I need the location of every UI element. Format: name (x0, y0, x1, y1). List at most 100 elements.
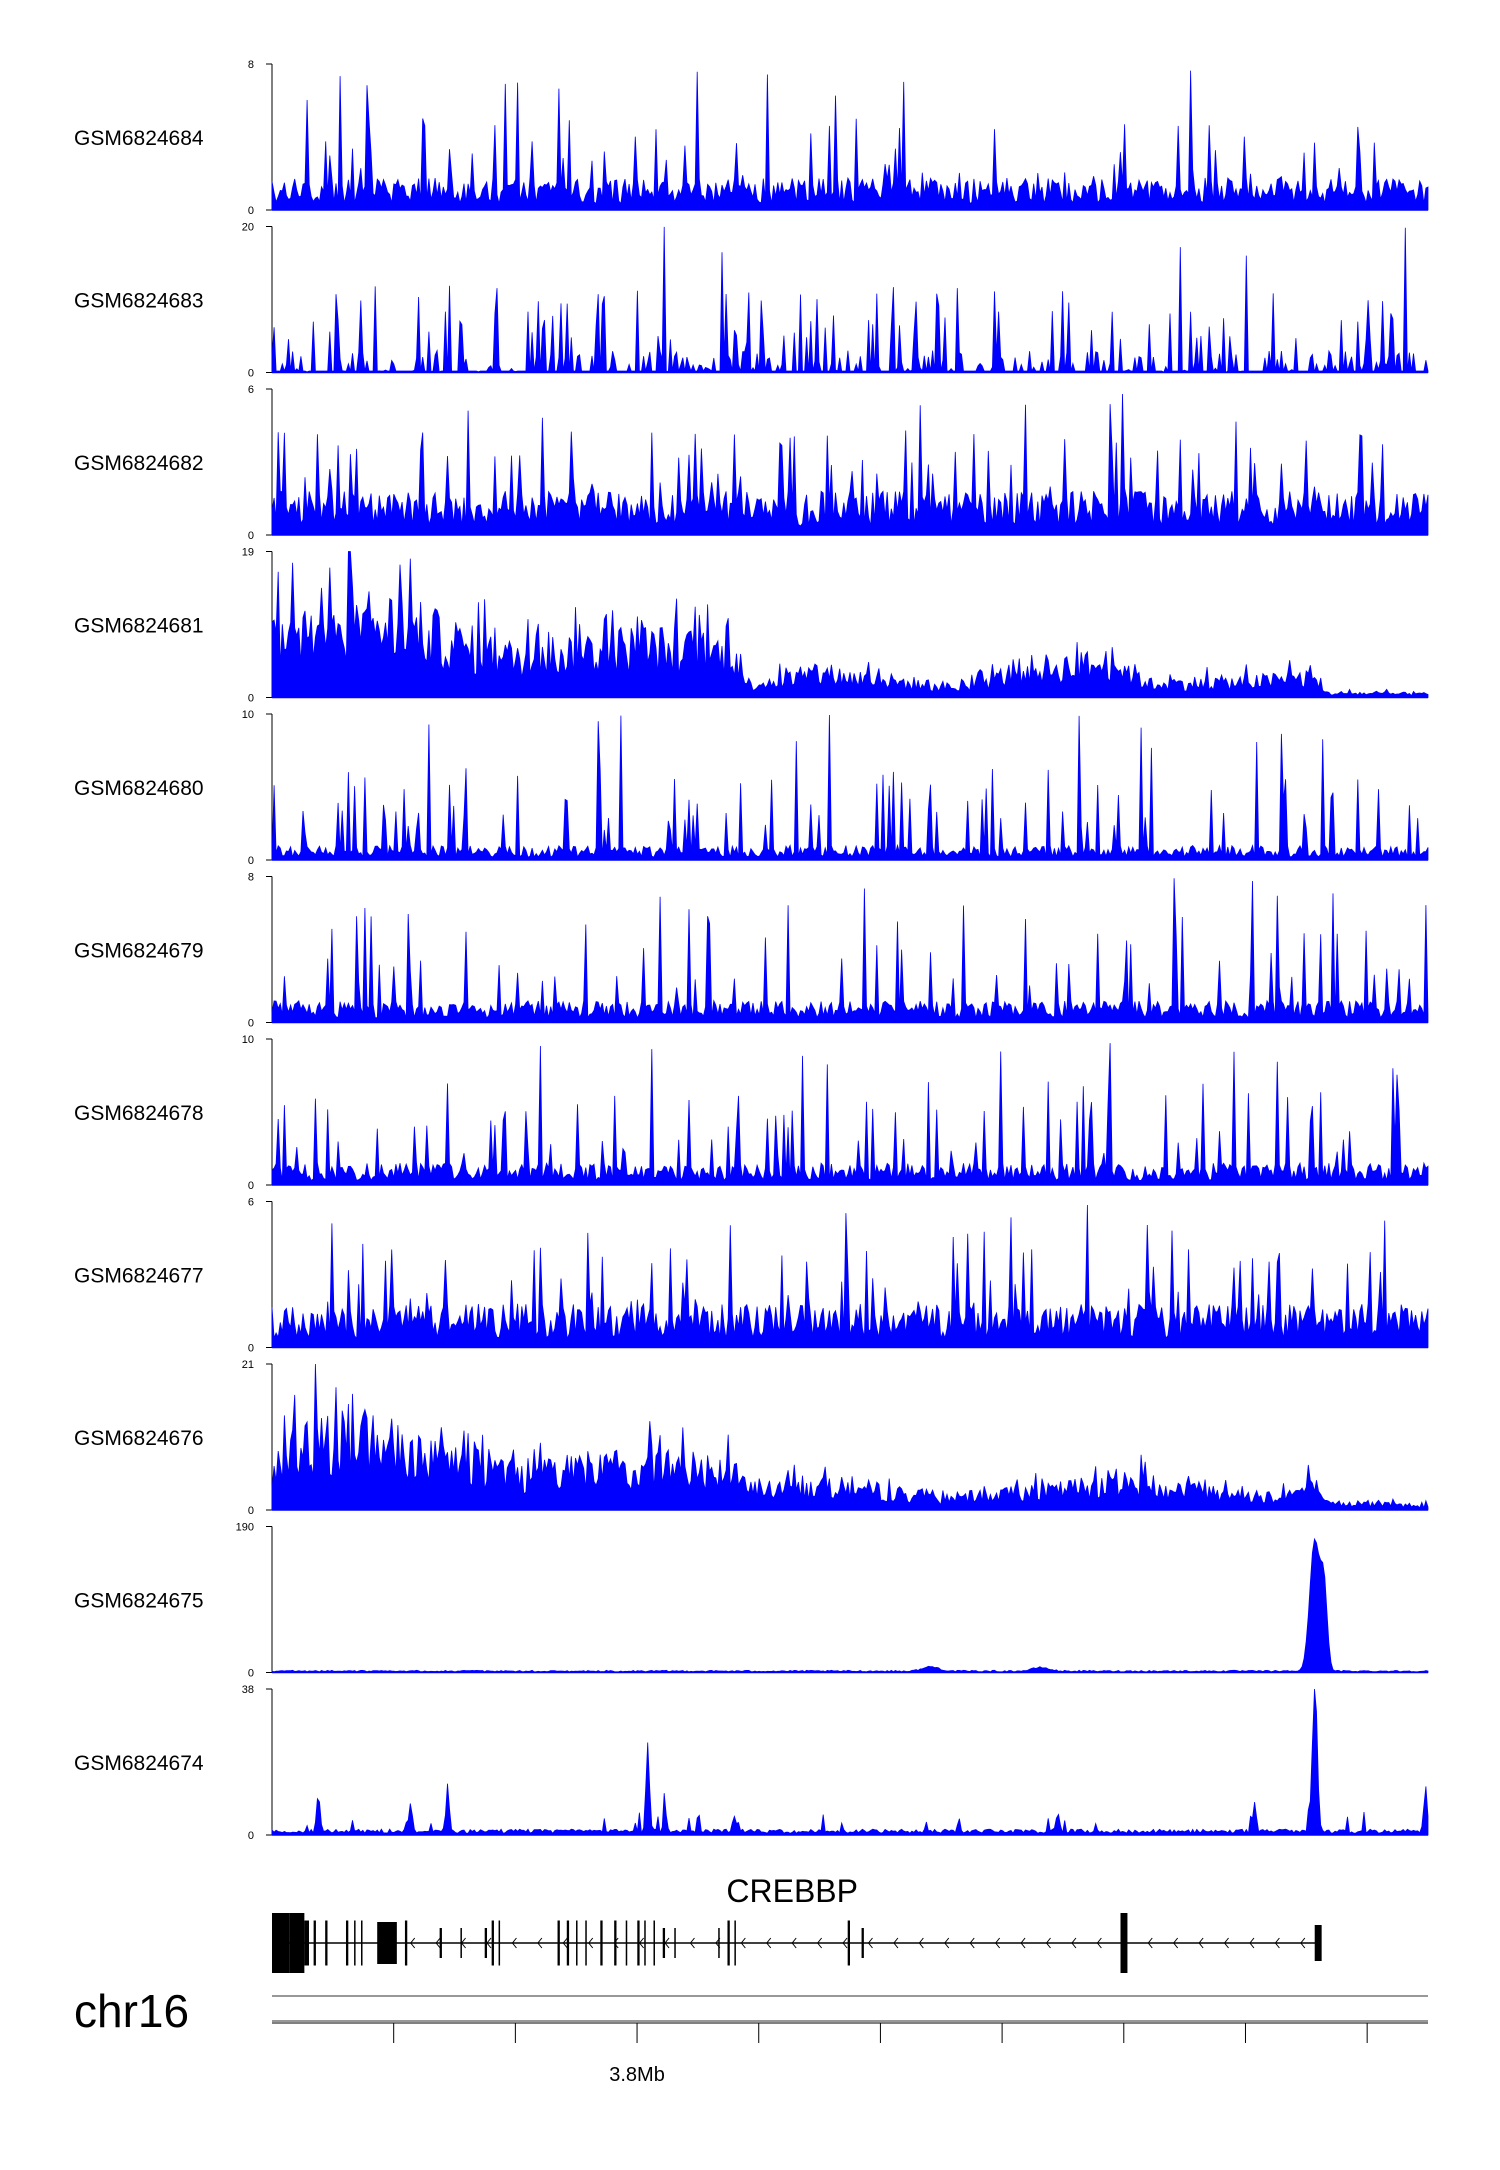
strand-arrow (1173, 1937, 1179, 1949)
track-GSM6824682: GSM6824682 6 0 (74, 384, 1429, 542)
strand-arrow (1249, 1937, 1255, 1949)
strand-arrow (410, 1937, 416, 1949)
gene-exon (325, 1920, 328, 1966)
track-ymax-label: 6 (248, 384, 254, 396)
chromosome-label: chr16 (74, 1985, 189, 2037)
track-ymax-label: 8 (248, 59, 254, 71)
strand-arrow (562, 1937, 568, 1949)
track-label: GSM6824675 (74, 1590, 204, 1613)
track-GSM6824674: GSM6824674 38 0 (74, 1684, 1429, 1842)
strand-arrow (816, 1937, 823, 1949)
gene-exon (637, 1920, 640, 1966)
track-GSM6824684: GSM6824684 8 0 (74, 59, 1429, 217)
strand-arrow (740, 1937, 746, 1949)
strand-arrow (588, 1937, 594, 1949)
track-ymin-label: 0 (248, 1343, 254, 1355)
gene-exon (1120, 1913, 1128, 1973)
gene-exon (847, 1920, 850, 1966)
gene-exon (585, 1920, 587, 1966)
gene-exon (625, 1920, 628, 1966)
track-ymax-label: 21 (242, 1359, 254, 1371)
gene-exon (404, 1920, 408, 1966)
track-label: GSM6824674 (74, 1752, 204, 1775)
track-label: GSM6824682 (74, 452, 204, 475)
strand-arrow (766, 1937, 772, 1949)
track-signal-area (271, 70, 1429, 211)
gene-exon (653, 1920, 655, 1966)
strand-arrow (1096, 1937, 1102, 1949)
track-label: GSM6824681 (74, 615, 204, 638)
strand-arrow (511, 1937, 517, 1949)
track-ymin-label: 0 (248, 1668, 254, 1680)
track-ymax-label: 8 (248, 872, 254, 884)
strand-arrow (537, 1937, 543, 1949)
gene-track: CREBBP (272, 1873, 1322, 1973)
track-label: GSM6824677 (74, 1265, 204, 1288)
gene-exon (377, 1922, 397, 1964)
track-GSM6824683: GSM6824683 20 0 (74, 222, 1429, 380)
gene-exon (614, 1920, 617, 1966)
gene-exon (727, 1920, 730, 1966)
gene-exon (484, 1928, 488, 1958)
gene-label: CREBBP (726, 1873, 858, 1909)
track-ymax-label: 190 (236, 1522, 254, 1534)
gene-exon (361, 1920, 363, 1966)
track-label: GSM6824678 (74, 1102, 204, 1125)
strand-arrow (1198, 1937, 1204, 1949)
gene-exon (718, 1928, 720, 1958)
gene-exon (304, 1920, 309, 1966)
track-signal-area (271, 393, 1429, 536)
track-ymax-label: 20 (242, 222, 254, 234)
gene-exon (861, 1928, 864, 1958)
track-signal-area (271, 1688, 1429, 1836)
strand-arrow (1223, 1937, 1229, 1949)
track-signal-area (271, 226, 1429, 374)
track-signal-area (271, 1043, 1429, 1186)
strand-arrow (689, 1937, 695, 1949)
strand-arrow (944, 1937, 950, 1949)
track-signal-area (271, 878, 1429, 1023)
track-ymin-label: 0 (248, 530, 254, 542)
genomic-axis: 3.8Mb (272, 2022, 1428, 2086)
track-label: GSM6824676 (74, 1427, 204, 1450)
gene-exon (313, 1920, 316, 1966)
track-ymin-label: 0 (248, 1830, 254, 1842)
strand-arrow (1300, 1937, 1306, 1949)
gene-exon (272, 1913, 290, 1973)
gene-exon (1314, 1925, 1322, 1961)
track-GSM6824680: GSM6824680 10 0 (74, 709, 1429, 867)
gene-exon (662, 1928, 666, 1958)
track-GSM6824675: GSM6824675 190 0 (74, 1522, 1429, 1680)
track-ymax-label: 19 (242, 547, 254, 559)
gene-exon (498, 1920, 501, 1966)
axis-tick-label: 3.8Mb (609, 2064, 665, 2086)
track-signal-area (271, 1204, 1429, 1348)
track-label: GSM6824680 (74, 777, 204, 800)
track-signal-area (271, 1537, 1429, 1673)
strand-arrow (435, 1937, 441, 1949)
track-ymin-label: 0 (248, 1505, 254, 1517)
track-GSM6824677: GSM6824677 6 0 (74, 1197, 1429, 1355)
track-signal-area (271, 714, 1429, 861)
strand-arrow (969, 1937, 975, 1949)
gene-exon (439, 1928, 442, 1958)
strand-arrow (918, 1937, 924, 1949)
track-ymin-label: 0 (248, 693, 254, 705)
track-label: GSM6824679 (74, 940, 204, 963)
gene-exon (491, 1920, 494, 1966)
track-ymin-label: 0 (248, 368, 254, 380)
track-label: GSM6824683 (74, 290, 204, 313)
track-ymin-label: 0 (248, 1018, 254, 1030)
track-signal-area (271, 1363, 1429, 1511)
chromosome-ideogram: chr16 (74, 1985, 1428, 2037)
track-ymax-label: 10 (242, 709, 254, 721)
track-ymin-label: 0 (248, 205, 254, 217)
strand-arrow (995, 1937, 1001, 1949)
strand-arrow (1274, 1937, 1280, 1949)
track-ymin-label: 0 (248, 855, 254, 867)
gene-exon (566, 1920, 570, 1966)
track-ymin-label: 0 (248, 1180, 254, 1192)
track-GSM6824678: GSM6824678 10 0 (74, 1034, 1429, 1192)
strand-arrow (1020, 1937, 1026, 1949)
